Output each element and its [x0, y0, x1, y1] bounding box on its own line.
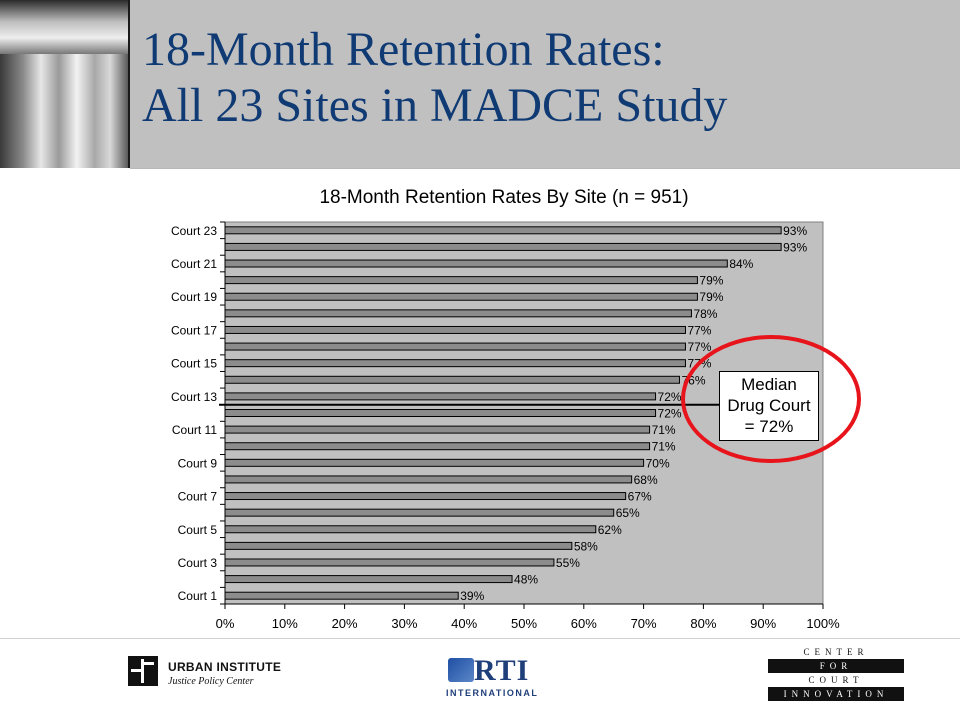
bar-court-19	[224, 292, 698, 301]
bar-court-2	[224, 575, 513, 584]
bar-value-label: 93%	[783, 224, 807, 238]
bar-value-label: 71%	[652, 440, 676, 454]
header-divider	[130, 168, 960, 169]
median-callout: Median Drug Court = 72%	[719, 371, 819, 441]
rti-logo: RTI INTERNATIONAL	[444, 654, 554, 704]
x-tick-label: 100%	[806, 616, 840, 631]
x-tick-label: 70%	[631, 616, 657, 631]
bar-court-23	[224, 226, 782, 235]
bar-value-label: 72%	[658, 407, 682, 421]
bar-court-11	[224, 425, 651, 434]
urban-institute-name: URBAN INSTITUTE	[168, 660, 282, 674]
urban-institute-logo	[128, 656, 158, 686]
category-label: Court 15	[171, 357, 217, 371]
category-label: Court 5	[178, 523, 218, 537]
category-label: Court 11	[172, 423, 217, 437]
x-tick-label: 40%	[451, 616, 477, 631]
center-for-court-innovation-logo: CENTER FOR COURT INNOVATION	[768, 645, 904, 701]
bar-court-10	[224, 442, 651, 451]
slide-title: 18-Month Retention Rates: All 23 Sites i…	[142, 22, 727, 134]
x-tick-label: 30%	[391, 616, 417, 631]
category-label: Court 17	[171, 323, 217, 337]
bar-court-3	[224, 558, 555, 567]
x-tick-label: 20%	[332, 616, 358, 631]
bar-value-label: 62%	[598, 523, 622, 537]
rti-letters: RTI	[474, 654, 530, 687]
slide-title-line2: All 23 Sites in MADCE Study	[142, 79, 728, 132]
bar-court-15	[224, 359, 686, 368]
bar-value-label: 55%	[556, 556, 580, 570]
column-capital	[0, 0, 128, 54]
bar-court-6	[224, 508, 615, 517]
category-label: Court 19	[171, 290, 217, 304]
bar-court-1	[224, 591, 459, 600]
bar-value-label: 67%	[628, 490, 652, 504]
bar-value-label: 93%	[783, 240, 807, 254]
bar-court-18	[224, 309, 692, 318]
cci-line: FOR	[768, 659, 904, 673]
slide-title-line1: 18-Month Retention Rates:	[142, 23, 665, 76]
category-label: Court 1	[178, 589, 218, 603]
rti-globe-icon	[448, 658, 474, 682]
callout-line3: = 72%	[744, 417, 794, 436]
x-tick-label: 90%	[750, 616, 776, 631]
bar-value-label: 48%	[514, 573, 538, 587]
bar-court-7	[224, 492, 627, 501]
bar-court-9	[224, 458, 645, 467]
cci-line: COURT	[768, 673, 904, 687]
x-tick-label: 10%	[272, 616, 298, 631]
bar-court-8	[224, 475, 633, 484]
footer-divider	[0, 638, 960, 639]
bar-court-12	[224, 409, 657, 417]
bar-court-14	[224, 375, 680, 384]
bar-court-22	[224, 242, 782, 251]
category-label: Court 7	[178, 490, 218, 504]
urban-institute-text: URBAN INSTITUTE Justice Policy Center	[168, 660, 281, 687]
bar-value-label: 65%	[616, 506, 640, 520]
bar-value-label: 84%	[729, 257, 753, 271]
x-tick-label: 0%	[216, 616, 235, 631]
bar-value-label: 77%	[687, 340, 711, 354]
bar-value-label: 78%	[693, 307, 717, 321]
bar-value-label: 68%	[634, 473, 658, 487]
justice-policy-center: Justice Policy Center	[168, 676, 254, 687]
bar-value-label: 72%	[658, 390, 682, 404]
bar-court-20	[224, 276, 698, 285]
bar-court-4	[224, 541, 573, 550]
retention-bar-chart: 18-Month Retention Rates By Site (n = 95…	[171, 187, 840, 631]
callout-line2: Drug Court	[727, 396, 811, 415]
cci-line: CENTER	[768, 645, 904, 659]
category-label: Court 21	[171, 257, 217, 271]
bar-court-21	[224, 259, 728, 268]
bar-value-label: 77%	[687, 323, 711, 337]
highlight-circle	[681, 335, 861, 463]
category-label: Court 3	[178, 556, 218, 570]
bar-value-label: 39%	[460, 589, 484, 603]
bar-value-label: 71%	[652, 423, 676, 437]
bar-court-5	[224, 525, 597, 534]
category-label: Court 23	[171, 224, 217, 238]
bar-value-label: 79%	[699, 290, 723, 304]
cci-line: INNOVATION	[768, 687, 904, 701]
bar-court-13	[224, 392, 657, 401]
bar-value-label: 79%	[699, 274, 723, 288]
x-tick-label: 80%	[690, 616, 716, 631]
callout-line1: Median	[741, 375, 797, 394]
chart-title: 18-Month Retention Rates By Site (n = 95…	[319, 187, 688, 208]
x-tick-label: 60%	[571, 616, 597, 631]
rti-subtitle: INTERNATIONAL	[446, 688, 539, 698]
category-label: Court 9	[178, 456, 218, 470]
header-band	[0, 0, 960, 168]
bar-court-16	[224, 342, 686, 351]
bar-value-label: 70%	[646, 456, 670, 470]
bar-court-17	[224, 325, 686, 334]
column-photo	[0, 0, 130, 168]
x-tick-label: 50%	[511, 616, 537, 631]
category-label: Court 13	[171, 390, 217, 404]
bar-value-label: 58%	[574, 539, 598, 553]
